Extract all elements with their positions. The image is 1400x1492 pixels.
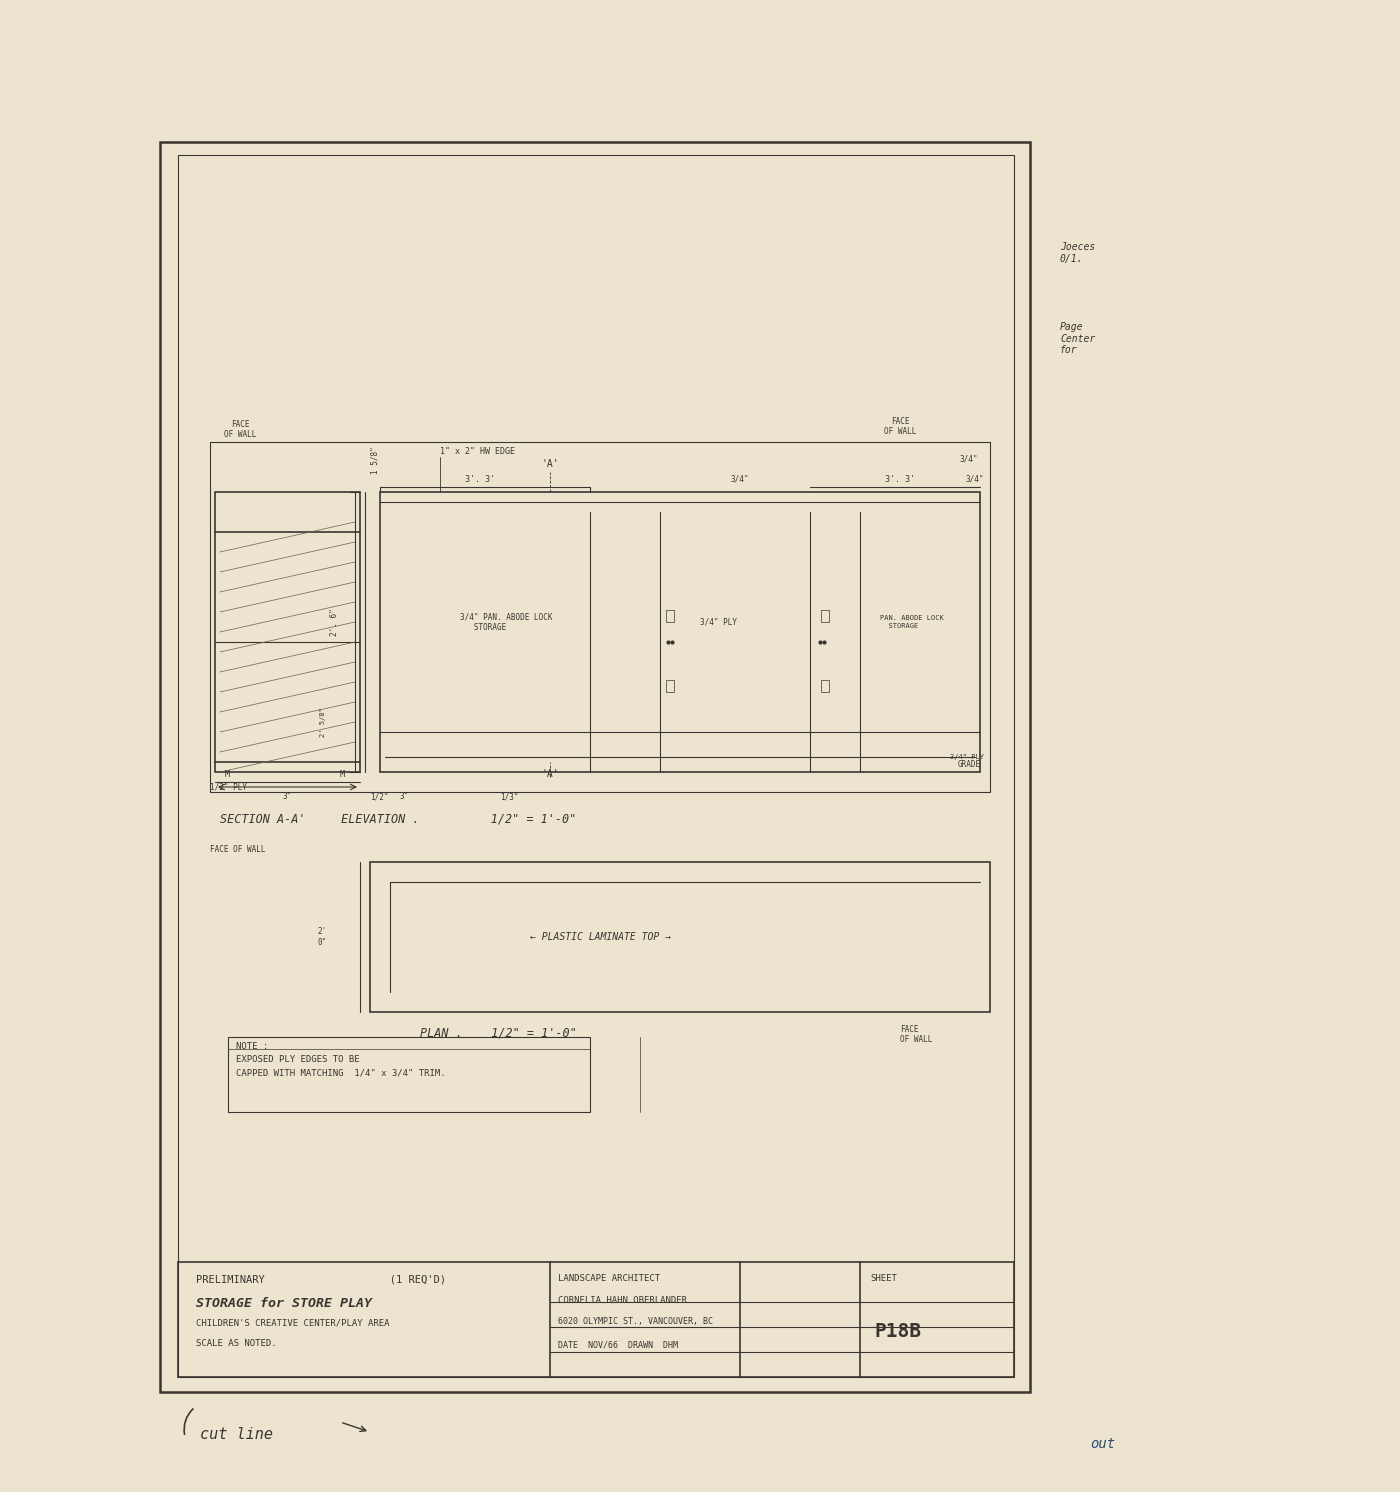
- Text: SHEET: SHEET: [869, 1274, 897, 1283]
- Text: 1 5/8": 1 5/8": [370, 446, 379, 474]
- Text: LANDSCAPE ARCHITECT: LANDSCAPE ARCHITECT: [559, 1274, 661, 1283]
- Text: 3/4" PAN. ABODE LOCK
   STORAGE: 3/4" PAN. ABODE LOCK STORAGE: [461, 612, 553, 631]
- Text: ← PLASTIC LAMINATE TOP →: ← PLASTIC LAMINATE TOP →: [529, 932, 671, 941]
- Text: CHILDREN'S CREATIVE CENTER/PLAY AREA: CHILDREN'S CREATIVE CENTER/PLAY AREA: [196, 1319, 389, 1328]
- Text: FACE
OF WALL: FACE OF WALL: [224, 419, 256, 439]
- Text: 'A': 'A': [542, 460, 559, 468]
- Text: 1/2": 1/2": [370, 792, 389, 801]
- Bar: [216, 492, 360, 771]
- Text: M: M: [225, 770, 230, 779]
- Text: 2' 5/8": 2' 5/8": [321, 707, 326, 737]
- Text: 'A': 'A': [542, 768, 559, 779]
- Bar: [160, 142, 1030, 1392]
- Text: 2'. 6": 2'. 6": [330, 609, 339, 636]
- Text: 3'. 3': 3'. 3': [465, 474, 496, 483]
- Text: 3/4" PLY: 3/4" PLY: [700, 618, 736, 627]
- Text: PAN. ABODE LOCK
  STORAGE: PAN. ABODE LOCK STORAGE: [881, 616, 944, 628]
- Text: FACE
OF WALL: FACE OF WALL: [900, 1025, 932, 1044]
- Text: SCALE AS NOTED.: SCALE AS NOTED.: [196, 1338, 277, 1347]
- Text: 1/3": 1/3": [500, 792, 518, 801]
- Text: 3/4": 3/4": [731, 474, 749, 483]
- Text: cut line: cut line: [200, 1426, 273, 1441]
- Text: GRADE: GRADE: [958, 759, 981, 768]
- Bar: [210, 442, 990, 792]
- Text: 1" x 2" HW EDGE: 1" x 2" HW EDGE: [440, 448, 515, 457]
- Text: PLAN .    1/2" = 1'-0": PLAN . 1/2" = 1'-0": [420, 1026, 577, 1040]
- Text: SECTION A-A'     ELEVATION .          1/2" = 1'-0": SECTION A-A' ELEVATION . 1/2" = 1'-0": [220, 812, 577, 825]
- Text: 3": 3": [283, 792, 293, 801]
- Text: out: out: [1091, 1437, 1116, 1452]
- Text: 3'. 3': 3'. 3': [885, 474, 916, 483]
- Bar: [379, 492, 980, 771]
- Text: 3/4" PLY: 3/4" PLY: [951, 753, 984, 759]
- Bar: [228, 1037, 589, 1112]
- Bar: [820, 680, 829, 692]
- Text: Page
Center
for: Page Center for: [1060, 322, 1095, 355]
- Text: 2'
0": 2' 0": [318, 928, 326, 947]
- Text: P18B: P18B: [875, 1322, 923, 1341]
- Text: CORNELIA HAHN OBERLANDER: CORNELIA HAHN OBERLANDER: [559, 1297, 687, 1306]
- Text: 6020 OLYMPIC ST., VANCOUVER, BC: 6020 OLYMPIC ST., VANCOUVER, BC: [559, 1317, 713, 1326]
- Bar: [178, 155, 1014, 1377]
- Bar: [666, 610, 673, 622]
- Text: 3/4": 3/4": [966, 474, 984, 483]
- Text: DATE  NOV/66  DRAWN  DHM: DATE NOV/66 DRAWN DHM: [559, 1340, 678, 1349]
- Text: STORAGE for STORE PLAY: STORAGE for STORE PLAY: [196, 1297, 372, 1310]
- Bar: [820, 610, 829, 622]
- Text: Joeces
0/1.: Joeces 0/1.: [1060, 242, 1095, 264]
- Text: FACE OF WALL: FACE OF WALL: [210, 844, 266, 853]
- Text: 3": 3": [400, 792, 409, 801]
- Text: NOTE :
EXPOSED PLY EDGES TO BE
CAPPED WITH MATCHING  1/4" x 3/4" TRIM.: NOTE : EXPOSED PLY EDGES TO BE CAPPED WI…: [237, 1041, 445, 1077]
- Text: FACE
OF WALL: FACE OF WALL: [883, 416, 916, 436]
- Text: PRELIMINARY                    (1 REQ'D): PRELIMINARY (1 REQ'D): [196, 1274, 447, 1285]
- Bar: [666, 680, 673, 692]
- Text: 1/2" PLY: 1/2" PLY: [210, 782, 246, 791]
- Text: M: M: [340, 770, 344, 779]
- Text: 3/4": 3/4": [960, 455, 979, 464]
- Bar: [370, 862, 990, 1012]
